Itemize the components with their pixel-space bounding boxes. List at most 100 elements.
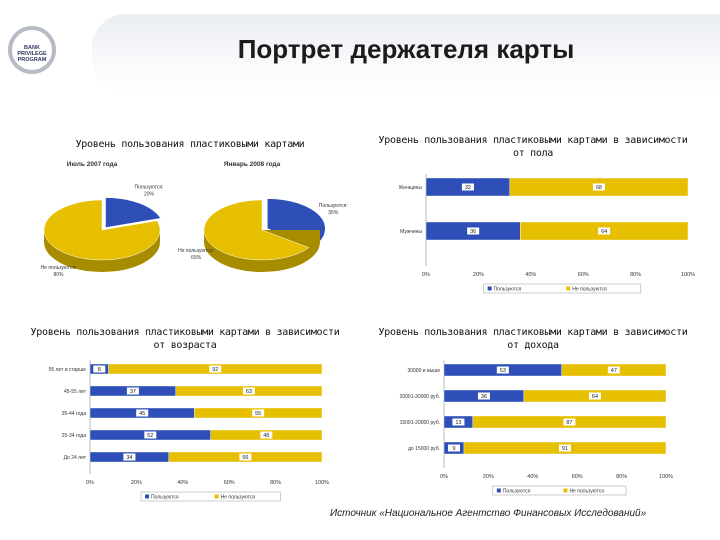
pie-slice-value: 20% <box>144 192 155 198</box>
title-banner <box>92 14 720 92</box>
data-label: 66 <box>242 455 248 461</box>
data-label: 45 <box>139 411 145 417</box>
data-label: 37 <box>130 389 136 395</box>
data-label-box <box>123 453 136 461</box>
top-bar <box>0 0 720 12</box>
pie-slice-label: Не пользуются: <box>178 248 214 254</box>
data-label: 8 <box>98 367 101 373</box>
category-label: 35-44 года <box>62 411 86 417</box>
data-label-box <box>144 431 157 439</box>
category-label: 55 лет и старше <box>49 367 87 373</box>
legend-swatch <box>145 494 150 499</box>
data-label: 9 <box>452 446 455 452</box>
data-label-box <box>477 392 490 400</box>
data-label: 52 <box>147 433 153 439</box>
x-tick-label: 60% <box>224 480 235 486</box>
data-label-box <box>607 366 620 374</box>
legend-label: Пользуются <box>503 489 531 495</box>
category-label: 15001-20000 руб. <box>400 420 440 426</box>
chart-title-age: Уровень пользования пластиковыми картами… <box>30 327 340 351</box>
pie-slice-value: 65% <box>191 255 202 261</box>
legend-swatch <box>496 488 501 493</box>
data-label: 68 <box>596 185 602 191</box>
logo-text: BANK PRIVILEGE PROGRAM <box>17 45 47 63</box>
legend-swatch <box>214 494 219 499</box>
data-label-box <box>136 409 149 417</box>
data-label-box <box>588 392 601 400</box>
data-label: 87 <box>566 420 572 426</box>
page-title: Портрет держателя карты <box>237 34 575 64</box>
x-tick-label: 40% <box>177 480 188 486</box>
pie-slice <box>43 199 161 261</box>
pie-slice-label: Пользуются: <box>135 185 164 191</box>
legend-swatch <box>487 286 492 291</box>
bar-chart-income: 30000 и выше 53 47 20001-30000 руб. 36 64 1500… <box>400 360 673 496</box>
data-label: 47 <box>611 368 617 374</box>
data-label-box <box>452 418 465 426</box>
x-tick-label: 100% <box>315 480 329 486</box>
data-label-box <box>467 227 480 235</box>
pie-slice <box>105 197 162 228</box>
x-tick-label: 60% <box>572 474 583 480</box>
data-label-box <box>447 444 460 452</box>
x-tick-label: 40% <box>527 474 538 480</box>
legend-label: Пользуются <box>151 495 179 501</box>
data-label-box <box>496 366 509 374</box>
legend-frame <box>140 491 281 502</box>
x-tick-label: 0% <box>440 474 448 480</box>
x-tick-label: 100% <box>681 272 695 278</box>
data-label: 63 <box>246 389 252 395</box>
pie-title: Июль 2007 года <box>67 161 118 168</box>
category-label: Женщины <box>399 185 423 191</box>
x-tick-label: 40% <box>525 272 536 278</box>
bar-chart-gender: Женщины 32 68 Мужчины 36 64 0% 20% 40% 60% 80% 100%… <box>399 174 695 294</box>
data-label-box <box>252 409 265 417</box>
chart-title-usage: Уровень пользования пластиковыми картами <box>75 139 305 150</box>
data-label: 32 <box>465 185 471 191</box>
data-label-box <box>242 387 255 395</box>
x-tick-label: 0% <box>86 480 94 486</box>
data-label-box <box>209 365 222 373</box>
category-label: 20001-30000 руб. <box>400 394 440 400</box>
chart-title-gender: Уровень пользования пластиковыми картами… <box>378 135 688 159</box>
category-label: до 15000 руб. <box>408 446 440 452</box>
legend-label: Не пользуются <box>572 287 607 293</box>
x-tick-label: 80% <box>270 480 281 486</box>
x-tick-label: 100% <box>659 474 673 480</box>
data-label-box <box>461 183 474 191</box>
data-label-box <box>93 365 106 373</box>
category-label: 45-55 лет <box>64 389 87 395</box>
data-label: 55 <box>255 411 261 417</box>
x-tick-label: 80% <box>616 474 627 480</box>
data-label: 36 <box>470 229 476 235</box>
data-label-box <box>558 444 571 452</box>
data-label: 64 <box>592 394 598 400</box>
pie-slice-label: Пользуются: <box>319 203 348 209</box>
data-label-box <box>260 431 273 439</box>
x-tick-label: 20% <box>131 480 142 486</box>
legend-label: Пользуются <box>494 287 522 293</box>
x-tick-label: 20% <box>483 474 494 480</box>
pie-slice-label: Не пользуются: <box>41 265 77 271</box>
pie-title: Январь 2008 года <box>224 161 281 168</box>
data-label-box <box>598 227 611 235</box>
x-tick-label: 20% <box>473 272 484 278</box>
legend-label: Не пользуются <box>569 489 604 495</box>
category-label: До 24 лет <box>64 455 87 461</box>
data-label: 92 <box>212 367 218 373</box>
category-label: 25-34 года <box>62 433 86 439</box>
data-label: 53 <box>500 368 506 374</box>
category-label: 30000 и выше <box>407 368 440 374</box>
legend-swatch <box>566 286 571 291</box>
chart-title-income: Уровень пользования пластиковыми картами… <box>378 327 688 351</box>
x-tick-label: 60% <box>578 272 589 278</box>
x-tick-label: 0% <box>422 272 430 278</box>
data-label: 64 <box>601 229 607 235</box>
legend-frame <box>492 485 627 496</box>
legend-label: Не пользуются <box>221 495 256 501</box>
x-tick-label: 80% <box>630 272 641 278</box>
data-label: 36 <box>481 394 487 400</box>
data-label: 91 <box>562 446 568 452</box>
category-label: Мужчины <box>400 229 422 235</box>
